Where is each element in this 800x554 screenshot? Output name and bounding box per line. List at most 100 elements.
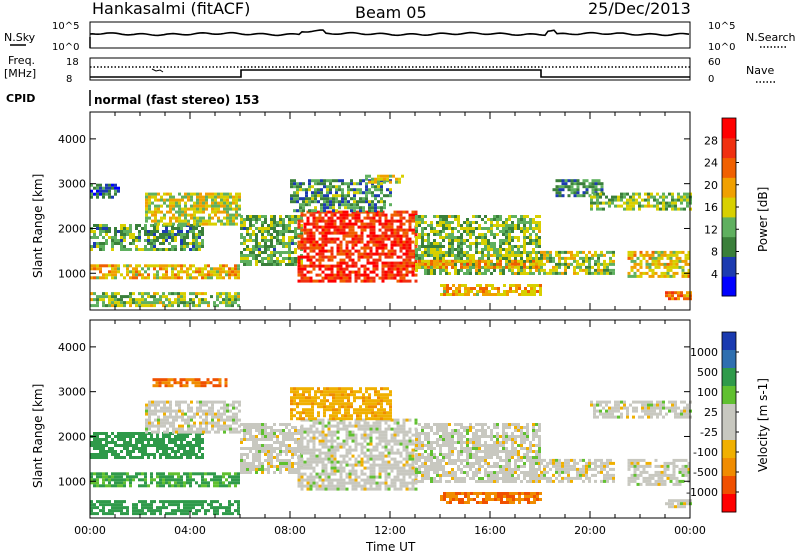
scatter-cell [165,444,168,447]
scatter-cell [402,252,406,256]
scatter-cell [226,403,229,407]
scatter-cell [186,230,189,233]
scatter-cell [180,441,183,444]
scatter-cell [93,447,96,450]
scatter-cell [454,272,457,275]
scatter-cell [195,304,198,308]
scatter-cell [162,450,165,453]
scatter-cell [199,222,202,226]
scatter-cell [156,248,159,251]
scatter-cell [399,234,403,238]
scatter-cell [564,179,568,183]
scatter-cell [309,237,313,241]
scatter-cell [177,270,180,274]
scatter-cell [228,512,231,516]
scatter-cell [499,230,502,233]
scatter-cell [240,227,243,230]
scatter-cell [523,239,526,242]
scatter-cell [315,448,319,452]
scatter-cell [175,409,178,413]
scatter-cell [144,298,147,302]
scatter-cell [178,207,181,211]
scatter-cell [240,438,243,441]
scatter-cell [348,240,352,244]
scatter-cell [650,195,653,199]
scatter-cell [126,435,129,438]
scatter-cell [96,189,99,193]
scatter-cell [192,301,195,305]
scatter-cell [180,276,183,280]
scatter-cell [341,200,344,204]
scatter-cell [138,478,141,482]
scatter-cell [393,249,397,253]
scatter-cell [472,227,475,230]
scatter-cell [108,192,111,196]
scatter-cell [193,210,196,214]
scatter-cell [567,188,571,192]
scatter-cell [150,248,153,251]
scatter-cell [533,290,536,293]
scatter-cell [123,248,126,251]
scatter-cell [219,292,222,296]
scatter-cell [270,465,273,468]
scatter-cell [276,447,279,450]
scatter-cell [323,203,326,207]
scatter-cell [156,239,159,242]
scatter-cell [330,451,334,455]
scatter-cell [111,484,114,488]
scatter-cell [381,249,385,253]
scatter-cell [177,273,180,277]
scatter-cell [529,218,532,221]
scatter-cell [217,421,220,425]
scatter-cell [686,291,689,295]
scatter-cell [657,250,661,254]
scatter-cell [153,239,156,242]
scatter-cell [182,378,186,382]
scatter-cell [546,259,549,263]
scatter-cell [240,459,243,462]
scatter-cell [538,265,541,269]
scatter-cell [235,421,238,425]
scatter-cell [270,221,273,224]
scatter-cell [138,270,141,274]
scatter-cell [330,469,334,473]
scatter-cell [267,432,270,435]
scatter-cell [342,466,346,470]
scatter-cell [99,447,102,450]
scatter-cell [672,274,676,278]
scatter-cell [99,183,102,187]
scatter-cell [359,191,362,195]
scatter-cell [372,240,376,244]
scatter-cell [199,406,202,410]
scatter-cell [279,263,282,266]
scatter-cell [386,174,389,178]
scatter-cell [160,195,163,199]
scatter-cell [680,291,683,295]
scatter-cell [232,400,235,404]
scatter-cell [114,472,117,476]
scatter-cell [189,503,192,507]
noise-tick-right-top: 10^5 [708,21,735,32]
scatter-cell [208,213,211,217]
power-colorbar-label: Power [dB] [756,187,770,252]
scatter-cell [294,260,297,263]
scatter-cell [141,227,144,230]
scatter-cell [315,225,319,229]
scatter-cell [515,284,518,287]
scatter-cell [255,423,258,426]
scatter-cell [632,195,635,199]
scatter-cell [293,209,296,213]
scatter-cell [309,436,313,440]
scatter-cell [166,418,169,422]
scatter-cell [381,279,385,283]
scatter-cell [201,500,204,504]
scatter-cell [365,185,368,189]
scatter-cell [168,264,171,268]
scatter-cell [320,206,323,210]
scatter-cell [687,256,691,260]
scatter-cell [330,439,334,443]
scatter-cell [588,185,592,189]
scatter-cell [93,503,96,507]
colorbar-segment [722,197,736,218]
scatter-cell [627,274,631,278]
